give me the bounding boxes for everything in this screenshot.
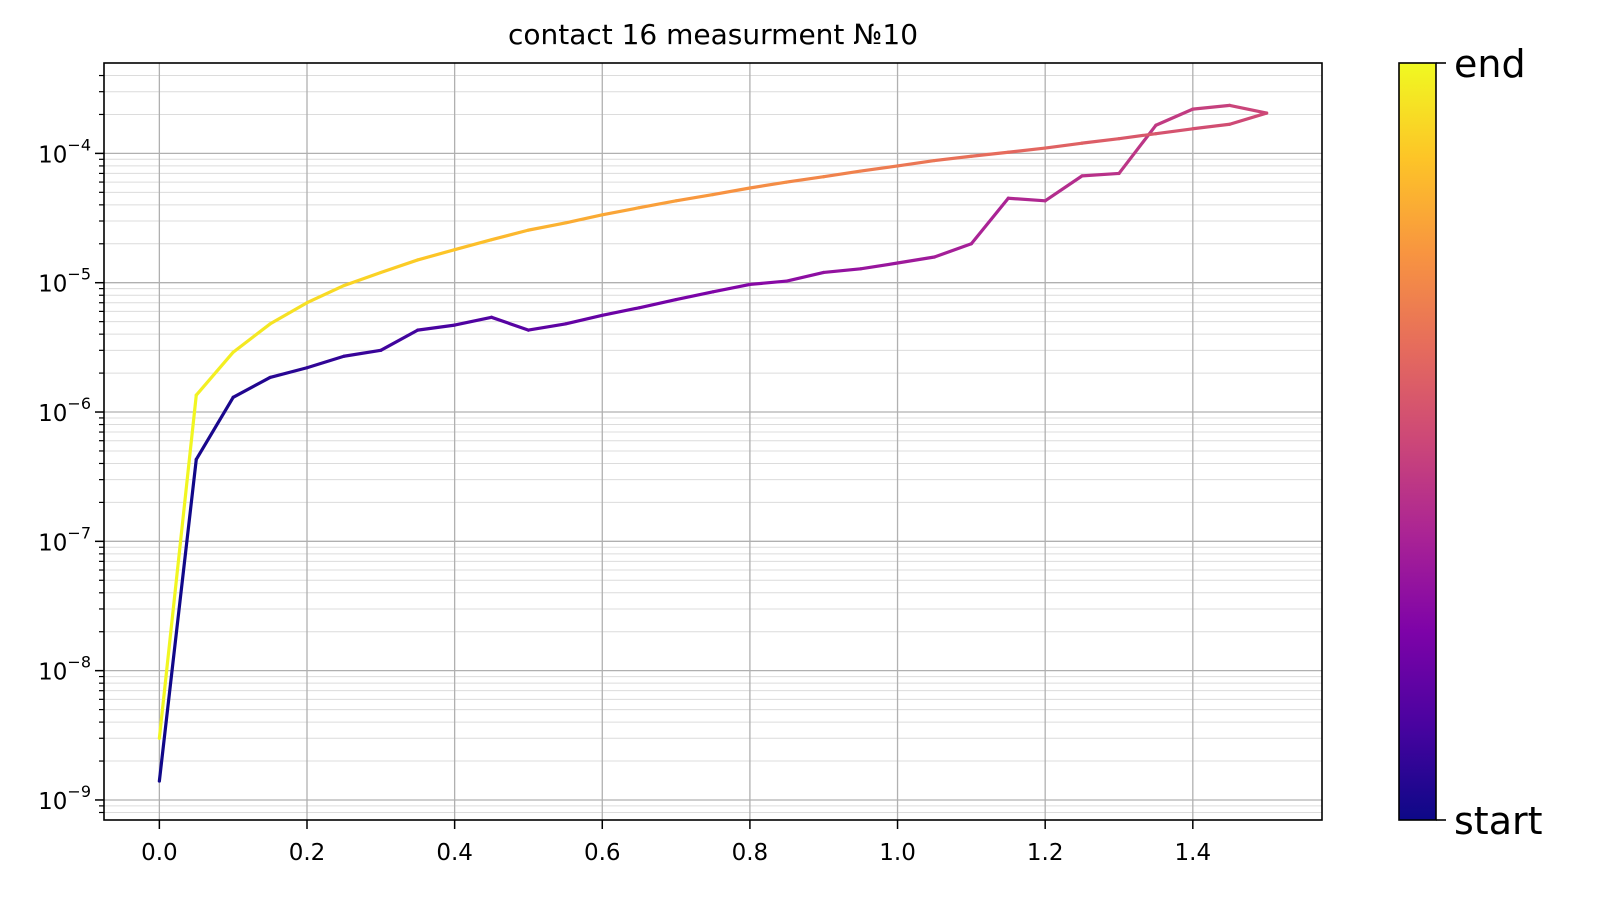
curve-segment xyxy=(895,255,937,265)
y-tick-label: 10−4 xyxy=(38,135,91,168)
x-tick-label: 1.4 xyxy=(1175,840,1212,866)
curve-segment xyxy=(453,315,494,327)
curve-segment xyxy=(1080,137,1121,145)
curve-segment xyxy=(563,213,604,225)
curve-segment xyxy=(379,258,420,275)
curve-segment xyxy=(748,279,789,287)
curve-segment xyxy=(822,267,863,275)
curve-segment xyxy=(895,158,937,168)
curve-segment xyxy=(1080,171,1121,178)
x-tick-label: 0.8 xyxy=(732,840,769,866)
x-tick-label: 0.6 xyxy=(584,840,621,866)
curve-segment xyxy=(563,313,604,326)
curve-segment xyxy=(637,298,678,310)
curve-segment xyxy=(1006,146,1047,154)
curve-segment xyxy=(231,322,272,354)
major-grid xyxy=(104,63,1322,820)
chart-title: contact 16 measurment №10 xyxy=(508,18,918,51)
curve-segment xyxy=(822,169,863,179)
curve-segment xyxy=(600,206,641,217)
curve-segment xyxy=(748,180,789,190)
curve-segment xyxy=(932,242,973,259)
colorbar-label-end: end xyxy=(1454,42,1526,86)
y-tick-label: 10−5 xyxy=(38,265,91,298)
curve-segment xyxy=(859,261,900,271)
y-tick-label: 10−8 xyxy=(38,653,91,686)
curve-segment xyxy=(785,270,826,283)
curve-segment xyxy=(268,301,309,326)
curve-segment xyxy=(526,221,567,232)
curve-segment xyxy=(231,375,272,399)
curve-segment xyxy=(785,175,826,184)
curve-segment xyxy=(342,270,383,288)
curve-segment xyxy=(637,199,678,210)
x-axis: 0.0 0.2 0.4 0.6 0.8 1.0 1.2 1.4 xyxy=(141,840,1211,866)
x-tick-label: 1.2 xyxy=(1027,840,1064,866)
curve-segment xyxy=(379,328,420,352)
curve-segment xyxy=(969,150,1010,158)
curve-segment xyxy=(526,322,567,332)
curve-segment xyxy=(1228,103,1269,115)
y-tick-label: 10−7 xyxy=(38,523,91,556)
curve-segment xyxy=(416,323,457,332)
x-tick-label: 0.2 xyxy=(289,840,326,866)
curve-segment xyxy=(157,457,198,783)
curve-segment xyxy=(1043,141,1084,150)
curve-segment xyxy=(1117,132,1158,141)
curve-segment xyxy=(268,366,309,380)
x-tick-label: 0.0 xyxy=(141,840,178,866)
curve-segment xyxy=(600,306,641,317)
curve-segment xyxy=(1043,174,1084,203)
colorbar-gradient xyxy=(1398,62,1437,821)
axis-ticks xyxy=(95,74,1194,829)
curve-segment xyxy=(674,290,715,302)
curve-segment xyxy=(489,228,531,242)
x-tick-label: 1.0 xyxy=(879,840,916,866)
colorbar-label-start: start xyxy=(1454,799,1543,843)
curve-segment xyxy=(674,193,715,203)
curve-segment xyxy=(711,186,752,197)
curve-segment xyxy=(711,282,752,294)
curve-segment xyxy=(489,315,531,332)
curve-segment xyxy=(342,348,383,358)
iv-curve xyxy=(157,103,1269,783)
curve-segment xyxy=(1228,111,1269,126)
y-axis: 10−9 10−8 10−7 10−6 10−5 10−4 xyxy=(38,135,91,815)
curve-segment xyxy=(1191,122,1232,131)
curve-segment xyxy=(932,154,973,163)
curve-segment xyxy=(1154,127,1195,136)
curve-segment xyxy=(305,283,346,305)
minor-grid xyxy=(104,75,1322,814)
curve-segment xyxy=(859,164,900,173)
curve-segment xyxy=(194,350,235,397)
curve-segment xyxy=(194,395,235,462)
curve-segment xyxy=(969,196,1010,246)
x-tick-label: 0.4 xyxy=(436,840,473,866)
y-tick-label: 10−6 xyxy=(38,394,91,427)
curve-segment xyxy=(1191,103,1232,111)
y-tick-label: 10−9 xyxy=(38,782,91,815)
curve-segment xyxy=(416,248,457,262)
colorbar: end start xyxy=(1398,42,1543,843)
curve-segment xyxy=(1154,107,1195,127)
plot-area xyxy=(103,62,1323,821)
curve-segment xyxy=(157,393,198,740)
curve-segment xyxy=(305,354,346,370)
curve-segment xyxy=(1006,196,1047,203)
curve-segment xyxy=(453,238,494,252)
